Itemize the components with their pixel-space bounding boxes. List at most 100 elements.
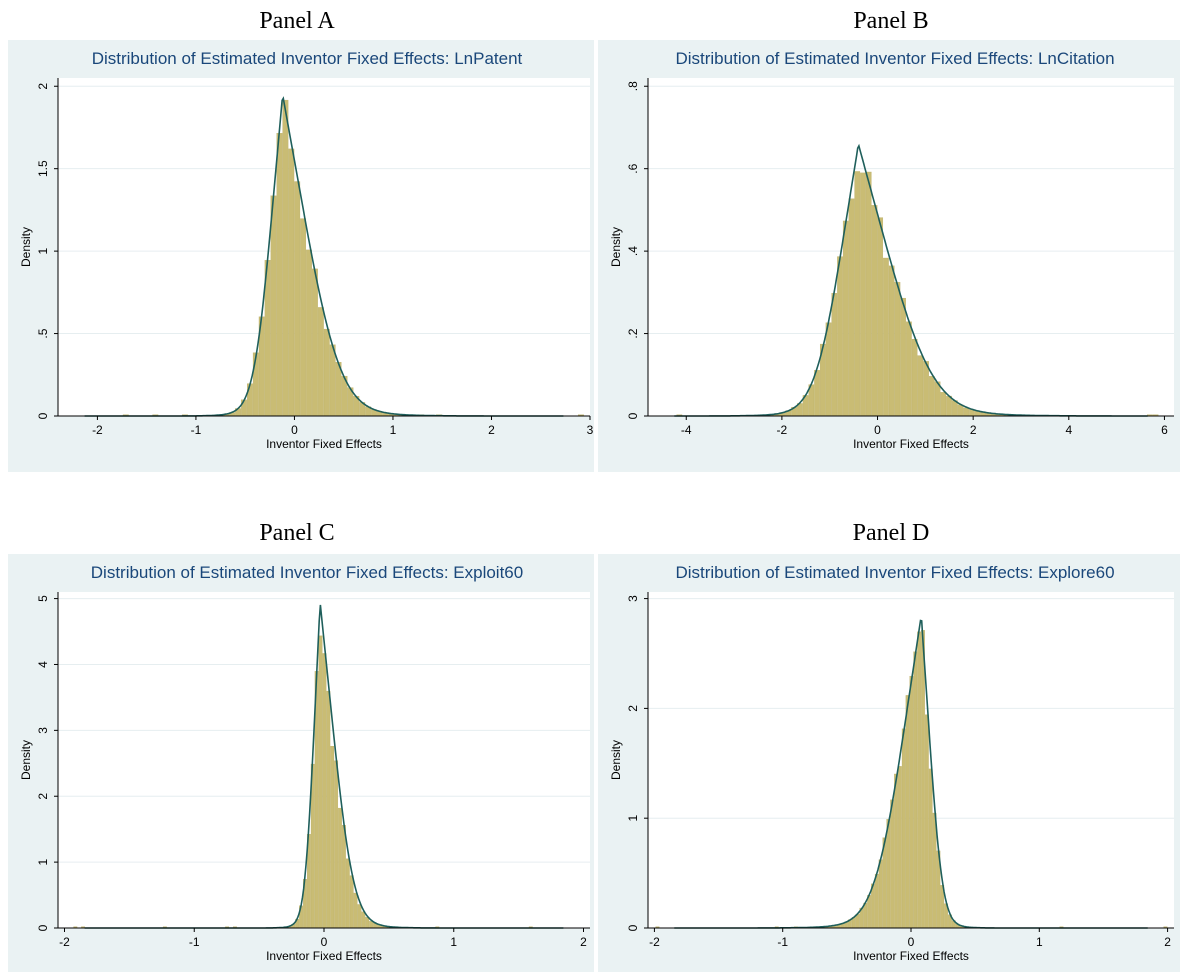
y-tick-label: .2 [626, 328, 640, 338]
histogram-bar [329, 344, 336, 417]
x-tick-label: 2 [1164, 935, 1171, 949]
y-tick-label: 1 [36, 247, 50, 254]
histogram-bar [342, 825, 346, 929]
y-tick-label: 2 [36, 83, 50, 90]
x-axis-label: Inventor Fixed Effects [853, 949, 969, 963]
y-tick-label: .6 [626, 163, 640, 173]
x-tick-label: -2 [649, 935, 660, 949]
x-tick-label: -2 [92, 423, 103, 437]
histogram-bar [369, 921, 374, 929]
histogram-bar [831, 293, 838, 417]
histogram-bar [252, 352, 259, 417]
histogram-bar [906, 321, 912, 417]
x-tick-label: 3 [587, 423, 594, 437]
histogram-bar [334, 760, 339, 929]
histogram-bar [877, 217, 884, 417]
histogram-bar [929, 376, 935, 417]
histogram-bar [963, 407, 970, 417]
y-tick-label: 2 [626, 705, 640, 712]
panel-label-c: Panel C [259, 520, 335, 546]
histogram-bar [848, 198, 855, 417]
histogram-bar [874, 873, 879, 929]
y-axis-label: Density [609, 227, 623, 267]
histogram-bar [357, 904, 362, 929]
y-tick-label: .8 [626, 81, 640, 91]
histogram-bar [865, 171, 872, 417]
histogram-bar [900, 297, 906, 417]
x-tick-label: -2 [777, 423, 788, 437]
y-tick-label: .4 [626, 246, 640, 256]
histogram-bar [909, 675, 914, 929]
histogram-bar [886, 819, 891, 929]
x-tick-label: 2 [488, 423, 495, 437]
histogram-bar [867, 895, 871, 929]
histogram-bar [282, 99, 289, 417]
panel-label-b: Panel B [853, 8, 929, 34]
y-tick-label: 0 [36, 412, 50, 419]
y-tick-label: 1 [626, 815, 640, 822]
y-tick-label: 4 [36, 661, 50, 668]
chart-exploit60: Distribution of Estimated Inventor Fixed… [8, 554, 594, 972]
histogram-bar [288, 148, 295, 417]
histogram-bar [349, 875, 354, 929]
x-axis-label: Inventor Fixed Effects [266, 949, 382, 963]
histogram-bar [878, 859, 883, 929]
panel-label-a: Panel A [259, 8, 335, 34]
y-axis-label: Density [19, 227, 33, 267]
histogram-bar [923, 361, 929, 417]
histogram-bar [860, 172, 866, 417]
histogram-bar [365, 917, 370, 929]
histogram-bar [917, 355, 924, 417]
histogram-bar [901, 728, 906, 929]
histogram-bar [940, 392, 947, 417]
y-tick-label: 5 [36, 595, 50, 602]
histogram-bar [883, 257, 889, 417]
x-tick-label: 1 [450, 935, 457, 949]
chart-explore60: Distribution of Estimated Inventor Fixed… [598, 554, 1180, 972]
chart-title: Distribution of Estimated Inventor Fixed… [675, 563, 1114, 582]
y-tick-label: 3 [626, 595, 640, 602]
y-tick-label: 0 [626, 412, 640, 419]
histogram-bar [917, 631, 922, 929]
y-tick-label: 2 [36, 793, 50, 800]
histogram-bar [300, 218, 307, 417]
histogram-bar [338, 807, 342, 929]
histogram-bar [969, 409, 975, 417]
histogram-bar [863, 902, 868, 929]
x-tick-label: -2 [59, 935, 70, 949]
histogram-bar [825, 322, 832, 417]
histogram-bar [894, 282, 901, 417]
y-tick-label: 1 [36, 858, 50, 865]
histogram-bar [323, 328, 330, 417]
x-tick-label: -4 [681, 423, 692, 437]
y-tick-label: 0 [36, 924, 50, 931]
histogram-bar [322, 653, 327, 929]
x-tick-label: 6 [1161, 423, 1168, 437]
histogram-bar [921, 630, 925, 929]
histogram-bar [924, 714, 929, 929]
histogram-bar [894, 773, 898, 929]
x-tick-label: -1 [189, 935, 200, 949]
y-tick-label: 0 [626, 924, 640, 931]
histogram-bar [855, 914, 860, 929]
x-tick-label: -1 [777, 935, 788, 949]
y-tick-label: .5 [36, 328, 50, 338]
chart-lnpatent: Distribution of Estimated Inventor Fixed… [8, 40, 594, 472]
histogram-bar [854, 171, 861, 417]
chart-title: Distribution of Estimated Inventor Fixed… [91, 563, 523, 582]
y-axis-label: Density [609, 740, 623, 780]
histogram-bar [317, 307, 324, 417]
histogram-bar [905, 695, 910, 929]
histogram-bar [270, 195, 277, 417]
x-tick-label: 0 [908, 935, 915, 949]
histogram-bar [353, 892, 358, 929]
y-tick-label: 3 [36, 727, 50, 734]
histogram-bar [911, 338, 918, 417]
x-tick-label: 0 [321, 935, 328, 949]
chart-title: Distribution of Estimated Inventor Fixed… [92, 49, 523, 68]
x-axis-label: Inventor Fixed Effects [266, 437, 382, 451]
y-tick-label: 1.5 [36, 160, 50, 177]
histogram-bar [888, 265, 895, 417]
x-tick-label: 2 [580, 935, 587, 949]
histogram-bar [326, 690, 331, 929]
